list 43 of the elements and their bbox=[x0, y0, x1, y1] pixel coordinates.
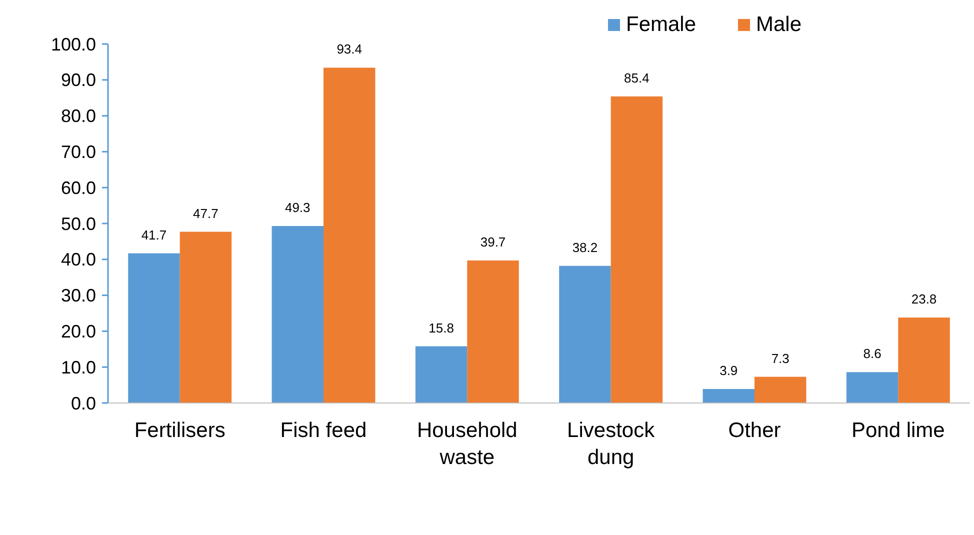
bar bbox=[467, 260, 519, 403]
x-tick-label: Pond lime bbox=[851, 419, 945, 442]
x-tick-label: Other bbox=[728, 419, 781, 442]
y-tick-label: 10.0 bbox=[60, 357, 96, 378]
y-tick-label: 20.0 bbox=[60, 322, 96, 342]
legend-label: Male bbox=[756, 13, 802, 36]
y-tick-label: 30.0 bbox=[60, 286, 96, 306]
data-label: 23.8 bbox=[911, 292, 937, 307]
bar bbox=[128, 253, 180, 403]
bar bbox=[702, 389, 754, 403]
y-tick-label: 80.0 bbox=[60, 106, 96, 126]
y-tick-label: 90.0 bbox=[60, 70, 96, 90]
data-label: 38.2 bbox=[572, 240, 598, 255]
bar bbox=[754, 376, 806, 403]
x-tick-label: Fertilisers bbox=[134, 419, 226, 442]
legend-label: Female bbox=[626, 13, 696, 36]
bar bbox=[180, 232, 232, 403]
data-label: 47.7 bbox=[193, 206, 218, 221]
data-label: 93.4 bbox=[336, 42, 362, 57]
data-label: 7.3 bbox=[771, 350, 790, 366]
y-tick-label: 40.0 bbox=[60, 250, 96, 270]
x-tick-label: Livestock dung bbox=[567, 419, 656, 469]
bar bbox=[272, 226, 324, 403]
bar bbox=[898, 318, 950, 403]
y-tick-label: 100.0 bbox=[50, 34, 96, 54]
bar bbox=[324, 68, 376, 403]
data-label: 8.6 bbox=[863, 346, 882, 362]
data-label: 49.3 bbox=[284, 200, 310, 216]
x-tick-label: Household waste bbox=[416, 419, 518, 469]
data-label: 15.8 bbox=[428, 320, 454, 336]
bar bbox=[415, 346, 468, 403]
x-tick-label: Fish feed bbox=[280, 419, 367, 442]
bar bbox=[559, 266, 611, 403]
y-tick-label: 0.0 bbox=[70, 393, 96, 414]
y-tick-label: 50.0 bbox=[60, 214, 96, 234]
bar bbox=[610, 96, 663, 403]
bar bbox=[846, 372, 898, 403]
y-tick-label: 70.0 bbox=[60, 142, 96, 162]
y-tick-label: 60.0 bbox=[60, 178, 96, 198]
data-label: 41.7 bbox=[141, 227, 167, 242]
data-label: 3.9 bbox=[720, 363, 738, 378]
data-label: 39.7 bbox=[480, 234, 506, 250]
data-label: 85.4 bbox=[624, 70, 650, 86]
